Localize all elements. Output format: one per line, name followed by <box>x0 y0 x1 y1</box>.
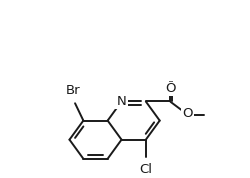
Text: O: O <box>182 107 193 120</box>
Text: O: O <box>165 82 175 95</box>
Text: Br: Br <box>66 84 80 97</box>
Text: N: N <box>117 95 126 108</box>
Text: Cl: Cl <box>139 163 152 176</box>
